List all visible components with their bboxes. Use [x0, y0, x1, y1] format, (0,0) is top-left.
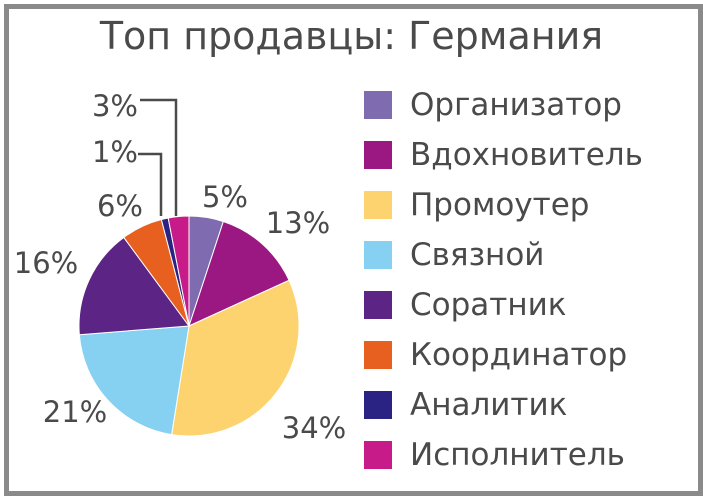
data-label-ally: 16% — [14, 246, 78, 280]
data-label-analyst: 1% — [92, 135, 138, 169]
legend-swatch — [364, 291, 392, 319]
pie-slice-promoter — [171, 279, 300, 437]
legend-swatch — [364, 391, 392, 419]
slice-labels: 5% 13% 34% 21% 16% 6% 1% 3% — [14, 89, 346, 445]
chart-title: Топ продавцы: Германия — [99, 14, 604, 58]
data-label-inspirer: 13% — [266, 206, 330, 240]
data-label-promoter: 34% — [282, 411, 346, 445]
data-label-executor: 3% — [92, 89, 138, 123]
chart-frame — [4, 4, 703, 496]
pie-slice-ally — [78, 236, 190, 336]
legend-label: Соратник — [410, 287, 567, 323]
legend-label: Координатор — [410, 337, 628, 373]
pie-slice-inspirer — [188, 220, 290, 327]
legend-swatch — [364, 341, 392, 369]
legend-label: Промоутер — [410, 187, 590, 223]
legend: Организатор Вдохновитель Промоутер Связн… — [364, 80, 643, 480]
legend-label: Организатор — [410, 87, 622, 123]
pie-slices — [78, 215, 300, 437]
legend-item-inspirer: Вдохновитель — [364, 130, 643, 180]
leader-line-analyst — [138, 152, 163, 216]
legend-label: Исполнитель — [410, 437, 625, 473]
pie-slice-executor — [167, 215, 190, 327]
legend-label: Аналитик — [410, 387, 568, 423]
legend-swatch — [364, 441, 392, 469]
legend-item-promoter: Промоутер — [364, 180, 643, 230]
legend-item-analyst: Аналитик — [364, 380, 643, 430]
data-label-liaison: 21% — [43, 395, 107, 429]
legend-swatch — [364, 191, 392, 219]
legend-item-coordinator: Координатор — [364, 330, 643, 380]
legend-item-ally: Соратник — [364, 280, 643, 330]
leader-line-executor — [140, 98, 178, 216]
legend-label: Вдохновитель — [410, 137, 643, 173]
legend-swatch — [364, 241, 392, 269]
data-label-coordinator: 6% — [97, 189, 143, 223]
pie-slice-liaison — [78, 325, 190, 436]
leader-lines — [138, 98, 178, 216]
data-label-organizer: 5% — [202, 180, 248, 214]
legend-item-liaison: Связной — [364, 230, 643, 280]
legend-item-organizer: Организатор — [364, 80, 643, 130]
legend-swatch — [364, 141, 392, 169]
legend-item-executor: Исполнитель — [364, 430, 643, 480]
legend-swatch — [364, 91, 392, 119]
legend-label: Связной — [410, 237, 545, 273]
